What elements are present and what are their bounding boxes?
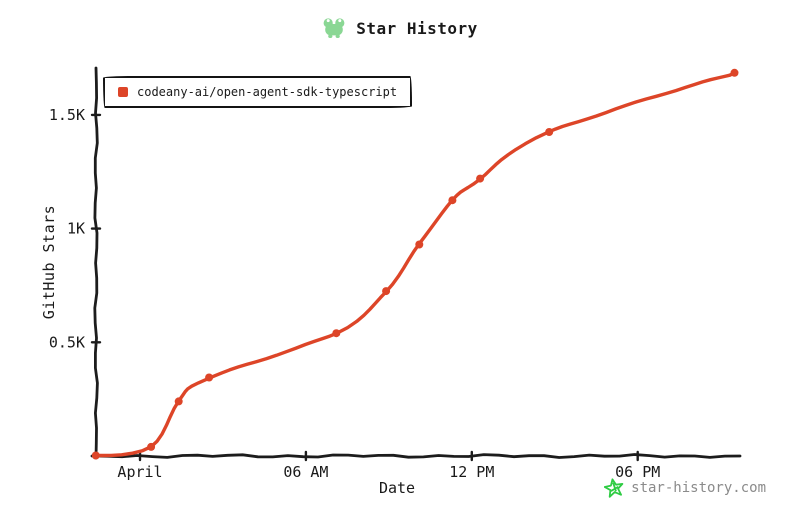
data-point-marker [205, 373, 214, 382]
axis-ticks [90, 113, 639, 462]
y-tick-label: 1.5K [49, 106, 85, 124]
legend-swatch [118, 87, 128, 97]
series-line [94, 71, 737, 458]
data-point-marker [545, 128, 554, 136]
data-point-marker [730, 68, 739, 77]
y-axis [93, 66, 99, 460]
star-icon [604, 478, 624, 498]
chart-header: Star History [0, 17, 800, 40]
x-tick-label: 12 PM [449, 463, 494, 481]
axis-tick-labels: April 06 AM 12 PM 06 PM 0.5K 1K 1.5K [49, 106, 660, 481]
data-point-marker [332, 329, 341, 338]
credit: star-history.com [604, 478, 766, 498]
data-point-marker [174, 397, 183, 406]
data-point-marker [448, 196, 457, 205]
x-axis-title: Date [378, 479, 416, 497]
y-axis-title: GitHub Stars [40, 204, 58, 320]
y-tick-label: 1K [67, 220, 85, 238]
credit-text: star-history.com [631, 480, 766, 496]
x-tick-label: April [117, 463, 162, 481]
star-history-logo-icon [323, 17, 345, 38]
x-tick-label: 06 AM [283, 463, 328, 481]
legend: codeany-ai/open-agent-sdk-typescript [103, 76, 413, 108]
data-point-marker [382, 287, 391, 296]
data-point-marker [91, 451, 100, 460]
axes [90, 66, 742, 460]
data-point-marker [415, 240, 424, 249]
legend-label: codeany-ai/open-agent-sdk-typescript [137, 85, 398, 99]
data-point-marker [476, 174, 485, 183]
series-group [91, 68, 739, 460]
page-title: Star History [356, 19, 478, 38]
x-tick-label: 06 PM [615, 463, 660, 481]
y-tick-label: 0.5K [49, 333, 85, 351]
x-axis [90, 453, 742, 459]
data-point-marker [147, 442, 156, 451]
